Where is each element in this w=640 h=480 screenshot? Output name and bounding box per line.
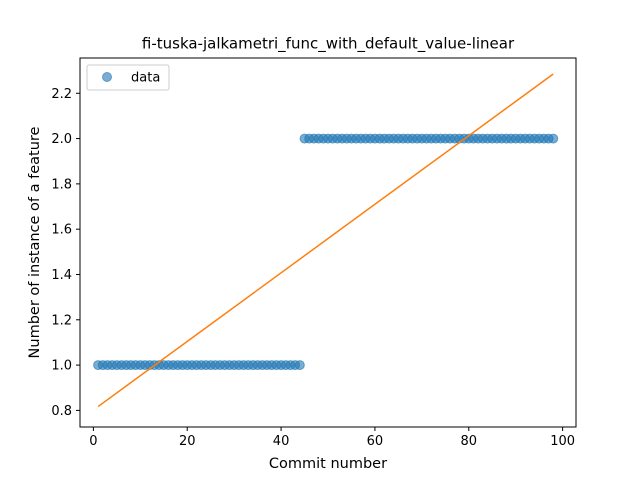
data-point	[548, 133, 559, 144]
x-axis-label: Commit number	[269, 456, 387, 472]
y-tick-label: 0.8	[51, 404, 72, 419]
y-tick-label: 1.2	[51, 313, 72, 328]
y-tick-label: 2.2	[51, 87, 72, 102]
y-tick-label: 1.6	[51, 223, 72, 238]
y-tick-label: 1.0	[51, 359, 72, 374]
legend: data	[86, 64, 170, 91]
x-tick-label: 20	[179, 434, 196, 449]
x-tick-label: 0	[89, 434, 97, 449]
fit-line-series	[97, 73, 554, 408]
x-axis: 0 20 40 60 80 100	[89, 427, 575, 449]
legend-marker	[102, 72, 112, 82]
legend-label-data: data	[131, 71, 160, 86]
plot-frame	[79, 57, 577, 428]
chart-title: fi-tuska-jalkametri_func_with_default_va…	[142, 35, 515, 54]
fit-line	[97, 73, 554, 408]
data-series	[93, 133, 559, 371]
y-axis: 0.8 1.0 1.2 1.4 1.6 1.8 2.0 2.2	[51, 87, 80, 419]
data-point	[294, 360, 305, 371]
legend-box	[86, 64, 170, 91]
x-tick-label: 60	[367, 434, 384, 449]
x-tick-label: 80	[461, 434, 478, 449]
y-tick-label: 1.4	[51, 268, 72, 283]
x-tick-label: 40	[273, 434, 290, 449]
y-axis-label: Number of instance of a feature	[27, 126, 43, 358]
y-tick-label: 2.0	[51, 132, 72, 147]
y-tick-label: 1.8	[51, 177, 72, 192]
x-tick-label: 100	[550, 434, 575, 449]
